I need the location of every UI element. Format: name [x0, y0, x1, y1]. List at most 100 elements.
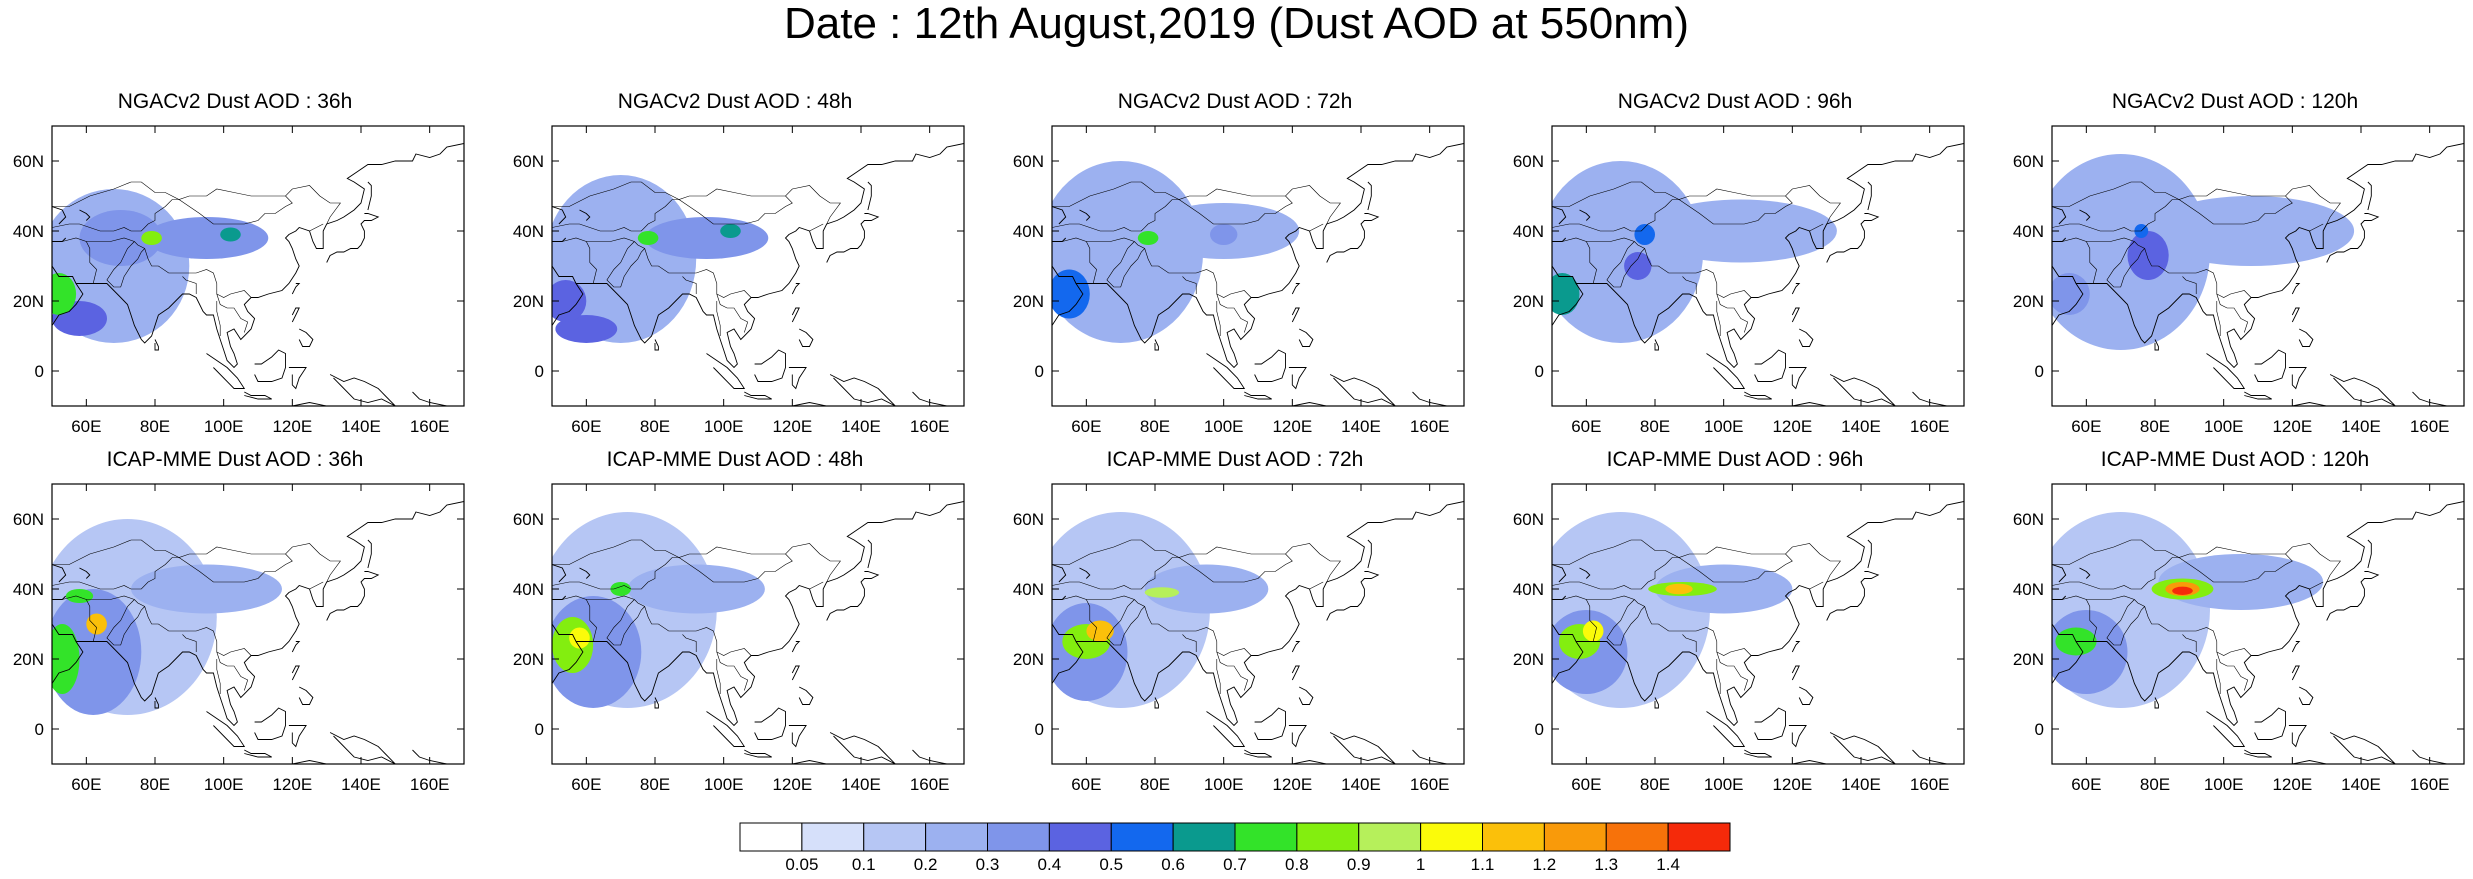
- colorbar-label: 0.4: [1038, 855, 1062, 874]
- country-border: [178, 195, 293, 225]
- lat-tick-label: 60N: [513, 510, 544, 529]
- coastline: [798, 328, 814, 347]
- coastline: [1791, 307, 1800, 323]
- coastline: [744, 749, 772, 758]
- aod-field: [1624, 252, 1652, 280]
- aod-field: [2127, 231, 2169, 280]
- lat-tick-label: 40N: [1013, 222, 1044, 241]
- lon-tick-label: 60E: [1071, 775, 1101, 794]
- country-border: [1309, 581, 1324, 590]
- lon-tick-label: 80E: [640, 417, 670, 436]
- coastline: [1829, 374, 1896, 406]
- lon-tick-label: 120E: [2272, 775, 2312, 794]
- lat-tick-label: 20N: [1513, 650, 1544, 669]
- country-border: [2052, 181, 2341, 225]
- coastline: [1744, 391, 1772, 400]
- lat-tick-label: 0: [1035, 362, 1044, 381]
- coastline: [1754, 707, 1786, 740]
- country-border: [1552, 539, 1841, 583]
- country-border: [62, 595, 97, 642]
- panel-title: ICAP-MME Dust AOD : 96h: [1606, 448, 1864, 471]
- coastline: [1552, 623, 1584, 684]
- lon-tick-label: 140E: [841, 775, 881, 794]
- country-border: [1606, 599, 1645, 646]
- coastline: [79, 209, 91, 221]
- coastline: [1412, 391, 1447, 406]
- coastline: [52, 206, 67, 225]
- coastline: [579, 567, 591, 579]
- coastline: [1206, 711, 1246, 747]
- map-frame: [51, 483, 465, 765]
- country-border: [1086, 595, 1252, 656]
- coastline: [1367, 539, 1372, 569]
- coastline: [552, 237, 567, 242]
- lon-tick-label: 160E: [2410, 775, 2450, 794]
- lon-tick-label: 80E: [1140, 775, 1170, 794]
- coastline: [291, 283, 301, 295]
- coastline: [154, 339, 159, 351]
- country-border: [2216, 293, 2249, 333]
- colorbar-label: 0.8: [1285, 855, 1309, 874]
- aod-colorbar: 0.05 0.1 0.2 0.3 0.4 0.5 0.6 0.7 0.8 0.9 1 1.1 1.2 1.…: [739, 822, 1731, 874]
- coastline: [1791, 283, 1801, 295]
- country-border: [1106, 241, 1145, 288]
- map-panel: ICAP-MME Dust AOD : 96h 60E 80E 100E 120E 140…: [1500, 448, 1970, 808]
- aod-field: [610, 582, 631, 596]
- coastline: [1052, 206, 1067, 225]
- country-border: [309, 581, 324, 590]
- coastline: [1326, 571, 1380, 621]
- colorbar-graphic: 0.05 0.1 0.2 0.3 0.4 0.5 0.6 0.7 0.8 0.9 1 1.1 1.2 1.…: [739, 822, 1731, 874]
- coastline: [2329, 374, 2396, 406]
- lat-tick-label: 40N: [13, 222, 44, 241]
- country-border: [1062, 237, 1097, 284]
- colorbar-label: 0.05: [785, 855, 818, 874]
- aod-field: [1144, 587, 1180, 598]
- map-frame: [551, 483, 965, 765]
- coastline: [298, 686, 314, 705]
- country-border: [1606, 241, 1645, 288]
- country-border: [2178, 195, 2293, 225]
- lon-tick-label: 160E: [410, 775, 450, 794]
- country-border: [2052, 557, 2179, 590]
- country-border: [1552, 181, 1841, 225]
- map-panel: NGACv2 Dust AOD : 96h 60E 80E 100E 120E 140E 1…: [1500, 90, 1970, 450]
- lon-tick-label: 100E: [1704, 417, 1744, 436]
- country-border: [1178, 195, 1293, 225]
- coastline: [706, 711, 746, 747]
- country-border: [106, 241, 145, 288]
- coastline: [1244, 749, 1272, 758]
- country-border: [1562, 595, 1597, 642]
- country-border: [2106, 599, 2145, 646]
- coastline: [754, 707, 786, 740]
- coastline: [1288, 367, 1307, 390]
- coastline: [2052, 623, 2084, 684]
- lon-tick-label: 80E: [1640, 417, 1670, 436]
- country-border: [1062, 595, 1097, 642]
- country-border: [1682, 276, 1697, 294]
- colorbar-label: 0.7: [1223, 855, 1247, 874]
- coastline: [1791, 665, 1800, 681]
- map-panel: ICAP-MME Dust AOD : 48h 60E 80E 100E 120E 140…: [500, 448, 970, 808]
- colorbar-cell: [1296, 822, 1360, 852]
- coastline: [52, 265, 84, 326]
- coastline: [2079, 567, 2091, 579]
- country-border: [309, 223, 324, 232]
- panel-title: ICAP-MME Dust AOD : 120h: [2100, 448, 2370, 471]
- lat-tick-label: 0: [535, 720, 544, 739]
- country-border: [1562, 237, 1597, 284]
- lon-tick-label: 120E: [1772, 775, 1812, 794]
- coastline: [326, 571, 380, 621]
- country-border: [586, 237, 752, 298]
- coastline: [1788, 367, 1807, 390]
- colorbar-label: 1.3: [1594, 855, 1618, 874]
- coastline: [1706, 711, 1746, 747]
- coastline: [1079, 209, 1091, 221]
- map-panel: NGACv2 Dust AOD : 48h 60E 80E 100E 120E 140E 1…: [500, 90, 970, 450]
- lat-tick-label: 60N: [1013, 152, 1044, 171]
- aod-field: [131, 564, 282, 614]
- colorbar-cell: [1110, 822, 1174, 852]
- aod-field: [1634, 224, 1655, 245]
- coastline: [244, 749, 272, 758]
- panel-title: NGACv2 Dust AOD : 72h: [1117, 90, 1353, 113]
- lat-tick-label: 60N: [2013, 510, 2044, 529]
